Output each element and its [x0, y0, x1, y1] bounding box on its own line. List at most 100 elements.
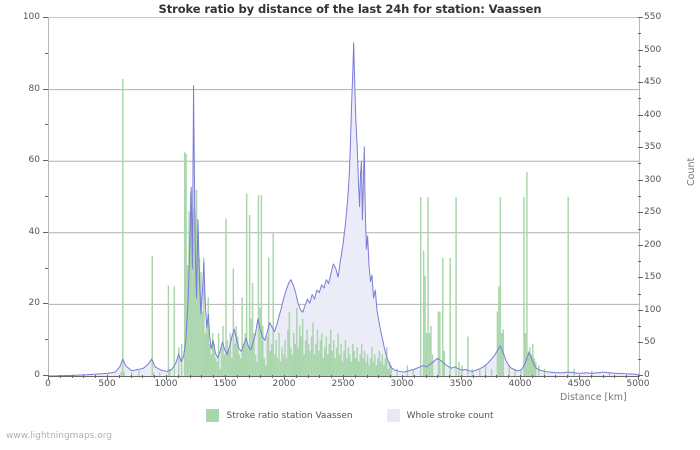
axis-tick — [45, 52, 48, 54]
axis-tick — [248, 375, 250, 378]
legend-item-whole-count: Whole stroke count — [386, 409, 494, 422]
axis-tick — [201, 375, 203, 378]
axis-tick — [319, 375, 321, 378]
y-axis-left-tick-label: 100 — [22, 12, 40, 22]
plot-svg — [49, 42, 639, 376]
axis-tick — [638, 114, 643, 116]
axis-tick — [638, 326, 641, 328]
axis-tick — [638, 130, 641, 132]
axis-tick — [614, 375, 616, 378]
axis-tick — [95, 375, 97, 378]
axis-tick — [638, 82, 643, 84]
axis-tick — [638, 163, 641, 165]
axis-tick — [43, 88, 48, 90]
legend-swatch-stroke-ratio — [206, 409, 220, 422]
x-axis-tick-label: 3000 — [390, 379, 414, 389]
axis-tick — [638, 49, 643, 51]
axis-tick — [520, 375, 521, 380]
x-axis-tick-label: 0 — [45, 379, 51, 389]
y-axis-right-tick-label: 550 — [644, 12, 662, 22]
axis-tick — [638, 342, 643, 344]
y-axis-right-tick-label: 250 — [644, 207, 662, 218]
y-axis-right-tick-label: 50 — [644, 337, 656, 348]
x-axis-title: Distance [km] — [560, 392, 627, 403]
watermark: www.lightningmaps.org — [6, 431, 112, 441]
axis-tick — [425, 375, 427, 378]
chart-legend: Stroke ratio station Vaassen Whole strok… — [0, 409, 700, 422]
axis-tick — [638, 358, 641, 360]
y-axis-left-tick-label: 0 — [34, 370, 40, 380]
chart-title: Stroke ratio by distance of the last 24h… — [158, 2, 542, 16]
axis-tick — [449, 375, 451, 378]
axis-tick — [402, 375, 403, 380]
axis-tick — [638, 309, 643, 311]
y-axis-right-tick-label: 150 — [644, 272, 662, 283]
axis-tick — [43, 375, 48, 376]
x-axis-tick-label: 1000 — [154, 379, 178, 389]
axis-tick — [472, 375, 474, 378]
axis-tick — [83, 375, 85, 378]
axis-tick — [638, 375, 643, 376]
axis-tick — [284, 375, 285, 380]
axis-tick — [437, 375, 439, 378]
axis-tick — [461, 375, 462, 380]
axis-tick — [638, 17, 643, 18]
axis-tick — [638, 179, 643, 181]
x-axis-tick-label: 5000 — [626, 379, 650, 389]
axis-tick — [590, 375, 592, 378]
axis-tick — [638, 228, 641, 230]
axis-tick — [638, 33, 641, 35]
axis-tick — [272, 375, 274, 378]
x-axis-tick-label: 500 — [98, 379, 116, 389]
axis-tick — [567, 375, 569, 378]
y-axis-right-tick-label: 100 — [644, 304, 662, 315]
axis-tick — [45, 267, 48, 269]
y-axis-left-tick-label: 40 — [28, 226, 40, 237]
x-axis-tick-label: 2000 — [272, 379, 296, 389]
axis-tick — [43, 17, 48, 18]
axis-tick — [43, 303, 48, 305]
axis-tick — [343, 375, 344, 380]
x-axis-tick-label: 2500 — [331, 379, 355, 389]
axis-tick — [638, 212, 643, 214]
y-axis-right-tick-label: 350 — [644, 142, 662, 153]
x-axis-tick-label: 3500 — [449, 379, 473, 389]
y-axis-right-tick-label: 200 — [644, 239, 662, 250]
axis-tick — [45, 124, 48, 126]
y-axis-left-tick-label: 80 — [28, 83, 40, 94]
axis-tick — [366, 375, 368, 378]
x-axis-tick-label: 4000 — [508, 379, 532, 389]
axis-tick — [71, 375, 73, 378]
axis-tick — [638, 244, 643, 246]
axis-tick — [189, 375, 191, 378]
axis-tick — [531, 375, 533, 378]
legend-swatch-whole-count — [386, 409, 400, 422]
axis-tick — [166, 375, 167, 380]
y-axis-right-tick-label: 500 — [644, 44, 662, 55]
axis-tick — [130, 375, 132, 378]
axis-tick — [543, 375, 545, 378]
axis-tick — [602, 375, 604, 378]
axis-tick — [177, 375, 179, 378]
axis-tick — [154, 375, 156, 378]
axis-tick — [579, 375, 580, 380]
axis-tick — [484, 375, 486, 378]
axis-tick — [555, 375, 557, 378]
axis-tick — [378, 375, 380, 378]
axis-tick — [638, 196, 641, 197]
axis-tick — [45, 339, 48, 341]
axis-tick — [213, 375, 215, 378]
axis-tick — [413, 375, 415, 378]
axis-tick — [638, 261, 641, 263]
axis-tick — [638, 65, 641, 67]
legend-item-stroke-ratio: Stroke ratio station Vaassen — [206, 409, 353, 422]
axis-tick — [48, 375, 49, 380]
legend-label-whole-count: Whole stroke count — [406, 410, 494, 421]
axis-tick — [260, 375, 262, 378]
axis-tick — [118, 375, 120, 378]
axis-tick — [638, 98, 641, 100]
axis-tick — [45, 196, 48, 197]
plot-area — [48, 17, 640, 377]
axis-tick — [354, 375, 356, 378]
